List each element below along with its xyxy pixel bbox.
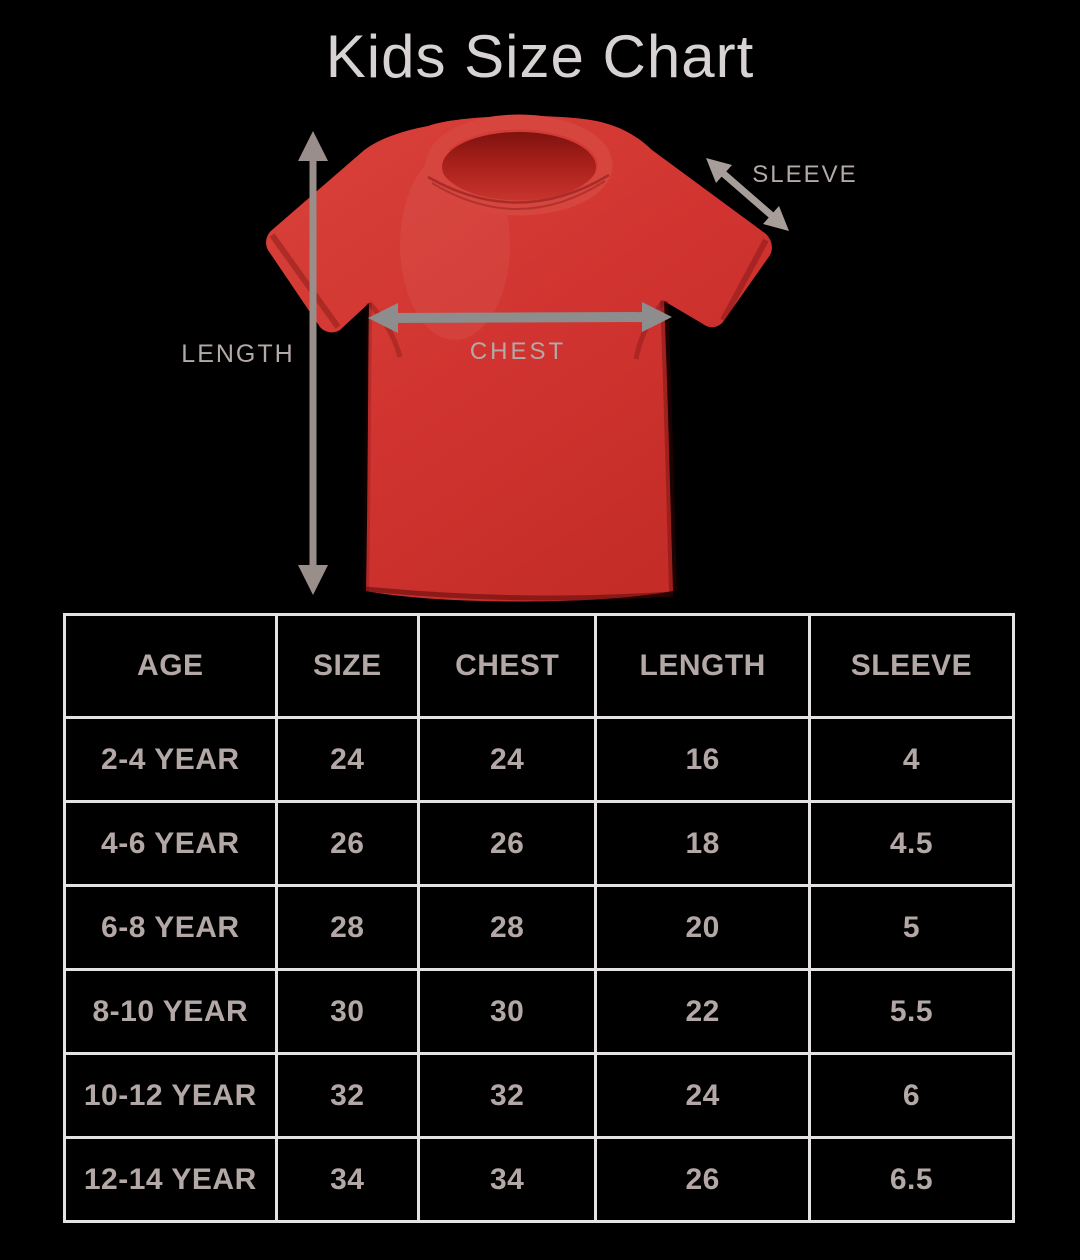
table-header-cell: AGE [63, 613, 278, 719]
table-cell: 10-12 YEAR [63, 1052, 278, 1139]
neck-opening [442, 132, 596, 202]
table-cell: 8-10 YEAR [63, 968, 278, 1055]
table-cell: 24 [594, 1052, 811, 1139]
table-header-row: AGE SIZE CHEST LENGTH SLEEVE [63, 613, 1016, 719]
table-cell: 18 [594, 800, 811, 887]
table-row: 2-4 YEAR 24 24 16 4 [63, 716, 1016, 803]
table-cell: 12-14 YEAR [63, 1136, 278, 1223]
table-row: 4-6 YEAR 26 26 18 4.5 [63, 800, 1016, 887]
length-label: LENGTH [181, 340, 294, 368]
table-cell: 34 [274, 1136, 420, 1223]
size-table: AGE SIZE CHEST LENGTH SLEEVE 2-4 YEAR 24 24 16 4… [63, 613, 1016, 1223]
table-cell: 5.5 [807, 968, 1016, 1055]
table-cell: 22 [594, 968, 811, 1055]
sleeve-label: SLEEVE [752, 161, 857, 188]
table-cell: 30 [274, 968, 420, 1055]
length-arrow [298, 131, 328, 595]
table-cell: 24 [416, 716, 598, 803]
table-cell: 28 [274, 884, 420, 971]
table-header-cell: SLEEVE [807, 613, 1016, 719]
table-cell: 6-8 YEAR [63, 884, 278, 971]
tshirt-body [266, 115, 772, 602]
table-cell: 32 [274, 1052, 420, 1139]
table-body: 2-4 YEAR 24 24 16 4 4-6 YEAR 26 26 18 4.5 6-8 YEAR… [63, 716, 1016, 1223]
tshirt-graphic [266, 114, 772, 602]
chest-label: CHEST [470, 338, 566, 365]
table-cell: 4-6 YEAR [63, 800, 278, 887]
table-cell: 4 [807, 716, 1016, 803]
table-cell: 24 [274, 716, 420, 803]
table-row: 8-10 YEAR 30 30 22 5.5 [63, 968, 1016, 1055]
table-cell: 28 [416, 884, 598, 971]
tshirt-diagram: LENGTH CHEST SLEEVE [181, 114, 857, 602]
table-cell: 32 [416, 1052, 598, 1139]
table-cell: 34 [416, 1136, 598, 1223]
table-cell: 5 [807, 884, 1016, 971]
page-title: Kids Size Chart [325, 23, 755, 90]
table-cell: 6 [807, 1052, 1016, 1139]
table-cell: 6.5 [807, 1136, 1016, 1223]
table-cell: 30 [416, 968, 598, 1055]
table-row: 10-12 YEAR 32 32 24 6 [63, 1052, 1016, 1139]
table-cell: 2-4 YEAR [63, 716, 278, 803]
table-row: 6-8 YEAR 28 28 20 5 [63, 884, 1016, 971]
table-cell: 26 [274, 800, 420, 887]
collar-band [425, 114, 613, 216]
table-cell: 26 [416, 800, 598, 887]
sleeve-arrow [706, 158, 789, 231]
table-cell: 26 [594, 1136, 811, 1223]
table-header-cell: SIZE [274, 613, 420, 719]
table-header-cell: LENGTH [594, 613, 811, 719]
table-cell: 4.5 [807, 800, 1016, 887]
table-cell: 16 [594, 716, 811, 803]
chest-arrow [368, 302, 672, 333]
table-row: 12-14 YEAR 34 34 26 6.5 [63, 1136, 1016, 1223]
table-cell: 20 [594, 884, 811, 971]
table-header-cell: CHEST [416, 613, 598, 719]
